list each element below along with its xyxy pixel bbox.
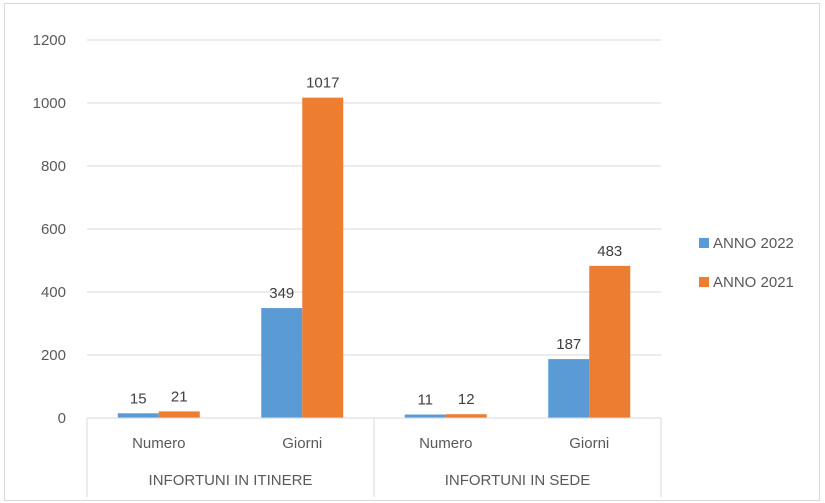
bar	[117, 413, 159, 418]
bar	[445, 414, 487, 418]
legend-label: ANNO 2021	[713, 274, 794, 291]
data-label: 21	[171, 388, 188, 405]
category-label: Giorni	[282, 435, 322, 452]
y-tick-label: 200	[41, 347, 66, 364]
data-label: 1017	[306, 75, 339, 92]
data-label: 349	[269, 285, 294, 302]
y-tick-label: 1200	[33, 32, 66, 49]
bar	[589, 265, 631, 418]
group-label: INFORTUNI IN SEDE	[445, 472, 591, 489]
category-label: Numero	[419, 435, 472, 452]
legend: ANNO 2022 ANNO 2021	[699, 235, 794, 291]
data-label: 187	[556, 336, 581, 353]
data-labels: 15 21 349 1017 11 12 187 483	[130, 75, 622, 409]
bar	[158, 411, 200, 418]
data-label: 483	[597, 243, 622, 260]
bar	[404, 414, 446, 418]
legend-swatch	[699, 238, 709, 248]
data-label: 12	[458, 391, 475, 408]
group-label: INFORTUNI IN ITINERE	[149, 472, 313, 489]
y-tick-label: 1000	[33, 95, 66, 112]
bar	[261, 308, 303, 418]
data-label: 15	[130, 390, 147, 407]
bar	[302, 97, 344, 419]
y-tick-label: 0	[58, 410, 66, 427]
category-label: Numero	[132, 435, 185, 452]
bars	[117, 97, 631, 419]
legend-swatch	[699, 277, 709, 287]
legend-label: ANNO 2022	[713, 235, 794, 252]
bar	[548, 359, 590, 418]
y-axis-ticks: 0 200 400 600 800 1000 1200	[33, 32, 66, 427]
category-label: Giorni	[569, 435, 609, 452]
y-tick-label: 600	[41, 221, 66, 238]
x-axis: Numero Giorni Numero Giorni INFORTUNI IN ITI…	[86, 417, 662, 497]
data-label: 11	[417, 392, 433, 409]
y-tick-label: 800	[41, 158, 66, 175]
y-tick-label: 400	[41, 284, 66, 301]
